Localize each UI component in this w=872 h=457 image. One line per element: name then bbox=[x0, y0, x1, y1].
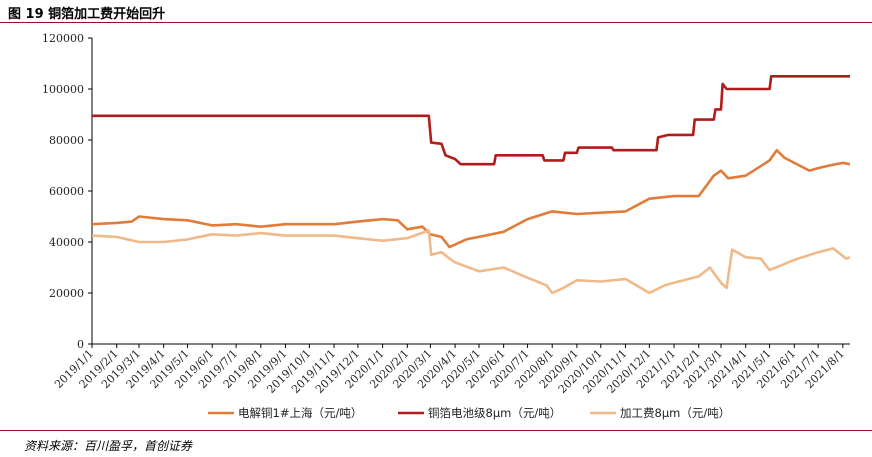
source-note: 资料来源：百川盈孚，首创证券 bbox=[24, 439, 193, 453]
figure-title-bar: 图 19 铜箔加工费开始回升 bbox=[0, 0, 872, 23]
y-tick-label: 60000 bbox=[49, 185, 84, 198]
chart-axes bbox=[91, 38, 850, 345]
series-line-2 bbox=[91, 229, 851, 295]
chart-legend: 电解铜1#上海（元/吨） 铜箔电池级8μm（元/吨） 加工费8μm（元/吨） bbox=[208, 406, 730, 420]
y-tick-label: 40000 bbox=[49, 236, 84, 249]
source-bar: 资料来源：百川盈孚，首创证券 bbox=[0, 430, 872, 457]
y-axis-ticks: 0 20000 40000 60000 80000 100000 120000 bbox=[42, 32, 92, 351]
y-tick-label: 100000 bbox=[42, 83, 84, 96]
figure-title: 图 19 铜箔加工费开始回升 bbox=[8, 7, 166, 22]
legend-label-1: 铜箔电池级8μm（元/吨） bbox=[428, 406, 561, 420]
series-line-1 bbox=[92, 75, 850, 166]
y-tick-label: 0 bbox=[77, 338, 84, 351]
series-lines bbox=[91, 75, 851, 295]
legend-label-2: 加工费8μm（元/吨） bbox=[620, 406, 730, 420]
series-line-0 bbox=[91, 148, 851, 249]
legend-label-0: 电解铜1#上海（元/吨） bbox=[238, 406, 362, 420]
x-axis-ticks: 2019/1/12019/2/12019/3/12019/4/12019/5/1… bbox=[52, 344, 847, 396]
y-tick-label: 20000 bbox=[49, 287, 84, 300]
y-tick-label: 120000 bbox=[42, 32, 84, 45]
y-tick-label: 80000 bbox=[49, 134, 84, 147]
